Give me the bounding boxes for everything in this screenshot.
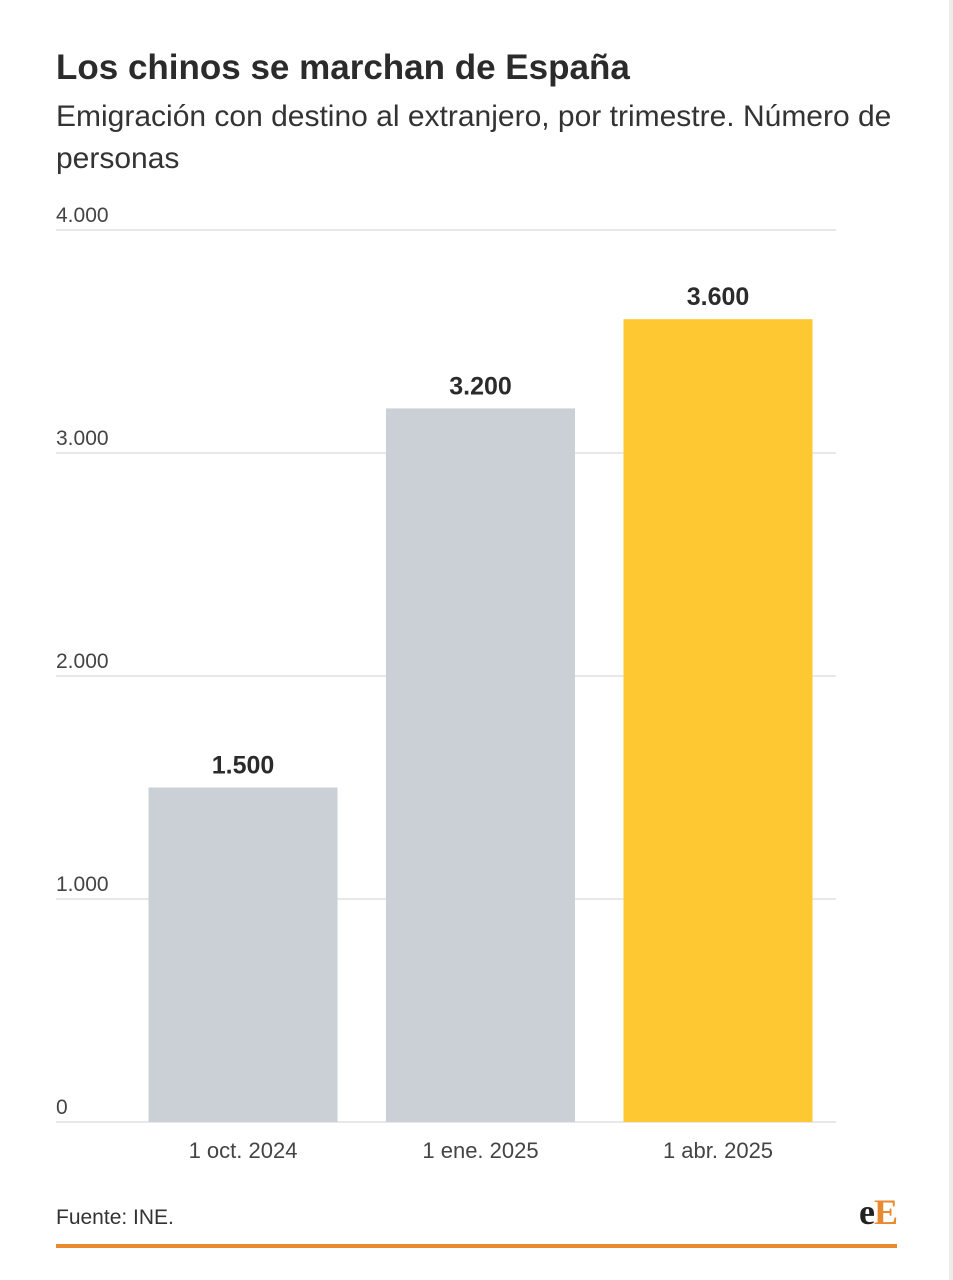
footer-rule [56, 1244, 897, 1248]
y-tick-label-2: 2.000 [56, 650, 109, 673]
source-note: Fuente: INE. [56, 1206, 174, 1229]
y-tick-label-1: 1.000 [56, 873, 109, 896]
bar-1 [386, 408, 575, 1122]
bar-2 [623, 319, 813, 1122]
x-tick-label-0: 1 oct. 2024 [189, 1138, 298, 1163]
y-tick-label-0: 0 [56, 1096, 68, 1119]
right-edge-strip [949, 0, 953, 1280]
chart-subtitle: Emigración con destino al extranjero, po… [56, 100, 892, 175]
bar-chart: 0 1.000 2.000 3.000 4.000 1.500 1 oct. 2024 3.2… [56, 204, 836, 1163]
y-tick-label-4: 4.000 [56, 204, 109, 227]
x-tick-label-2: 1 abr. 2025 [663, 1138, 773, 1163]
bar-value-label-2: 3.600 [687, 283, 750, 311]
y-tick-label-3: 3.000 [56, 427, 109, 450]
bar-value-label-1: 3.200 [449, 372, 512, 400]
bar-value-label-0: 1.500 [212, 752, 275, 780]
el-espanol-logo: eE [859, 1192, 898, 1232]
x-tick-label-1: 1 ene. 2025 [422, 1138, 538, 1163]
chart-title: Los chinos se marchan de España [56, 48, 630, 87]
bar-0 [148, 787, 338, 1122]
